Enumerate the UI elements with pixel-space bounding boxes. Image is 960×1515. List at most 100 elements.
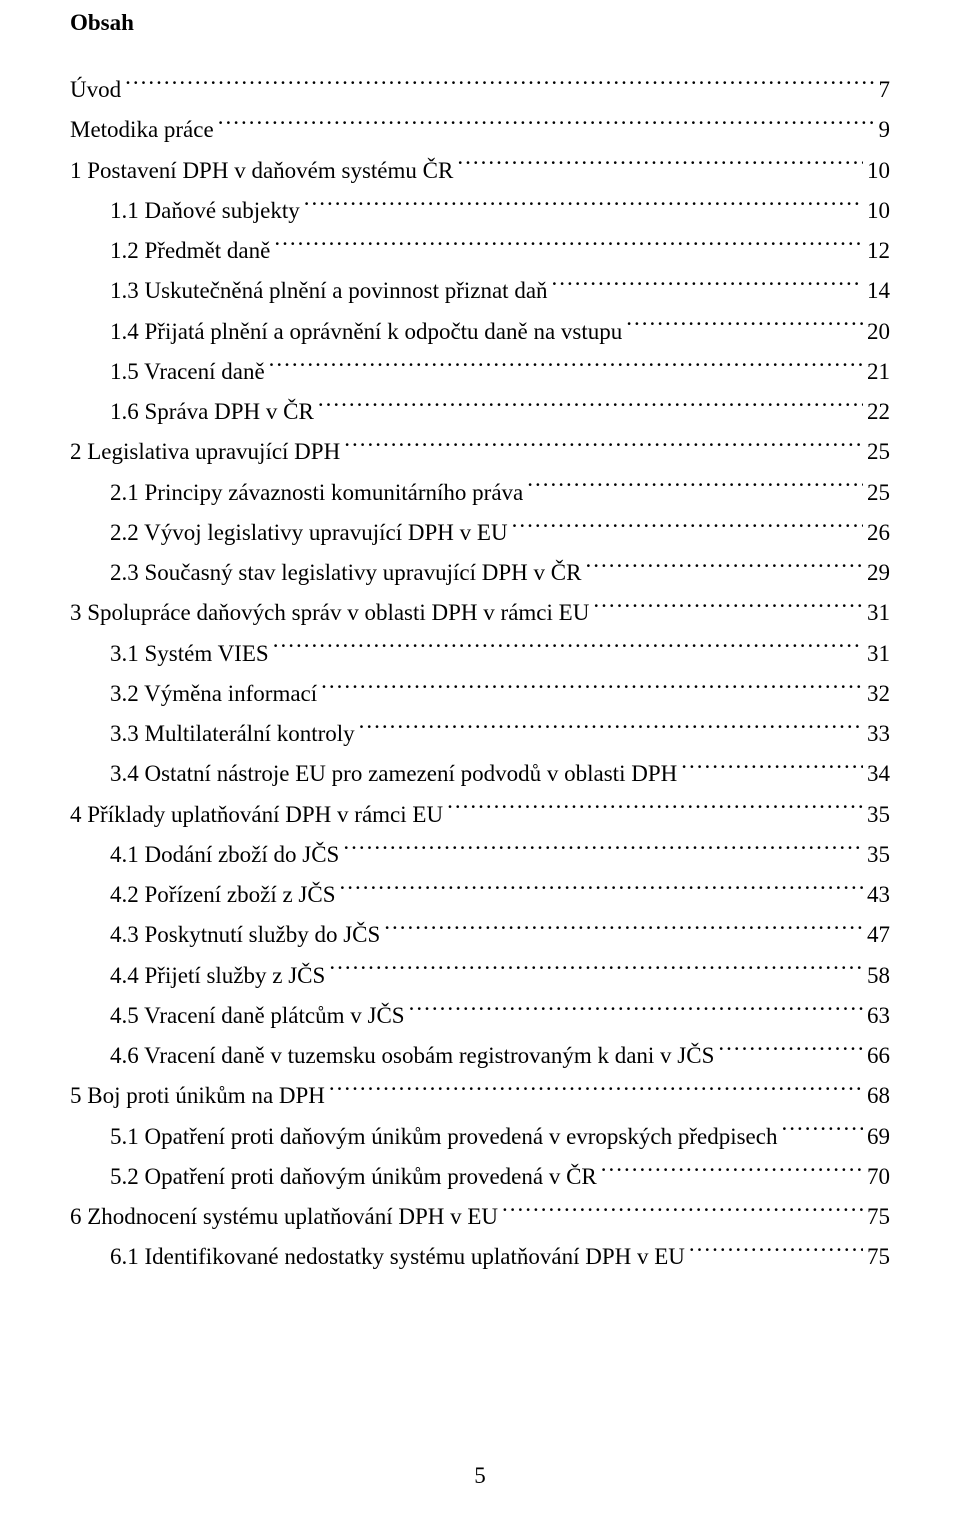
toc-entry-page: 9 (879, 110, 891, 150)
toc-entry: 1.2 Předmět daně 12 (70, 231, 890, 271)
toc-entry-page: 31 (867, 634, 890, 674)
toc-entry-page: 43 (867, 875, 890, 915)
toc-entry-page: 12 (867, 231, 890, 271)
toc-entry-page: 68 (867, 1076, 890, 1116)
toc-entry-label: 3 Spolupráce daňových správ v oblasti DP… (70, 593, 589, 633)
toc-entry-page: 75 (867, 1237, 890, 1277)
toc-entry: 6 Zhodnocení systému uplatňování DPH v E… (70, 1197, 890, 1237)
toc-entry-label: 2.3 Současný stav legislativy upravující… (110, 553, 581, 593)
toc-entry-label: 5.1 Opatření proti daňovým únikům proved… (110, 1117, 777, 1157)
toc-entry-label: 1.3 Uskutečněná plnění a povinnost přizn… (110, 271, 548, 311)
toc-entry-page: 20 (867, 312, 890, 352)
toc-entry-page: 10 (867, 151, 890, 191)
toc-entry-label: 1.2 Předmět daně (110, 231, 270, 271)
toc-leader-dots (593, 595, 863, 620)
toc-leader-dots (340, 877, 864, 902)
toc-entry-label: 4.6 Vracení daně v tuzemsku osobám regis… (110, 1036, 714, 1076)
toc-entry-label: 4.4 Přijetí služby z JČS (110, 956, 325, 996)
toc-entry-label: 5.2 Opatření proti daňovým únikům proved… (110, 1157, 597, 1197)
toc-entry-label: Úvod (70, 70, 121, 110)
toc-leader-dots (447, 796, 863, 821)
toc-entry: 1.5 Vracení daně 21 (70, 352, 890, 392)
toc-entry-page: 21 (867, 352, 890, 392)
toc-entry-page: 10 (867, 191, 890, 231)
toc-leader-dots (273, 635, 863, 660)
toc-entry-page: 25 (867, 473, 890, 513)
toc-entry-label: 6.1 Identifikované nedostatky systému up… (110, 1237, 685, 1277)
toc-entry-label: 1.6 Správa DPH v ČR (110, 392, 314, 432)
toc-leader-dots (318, 394, 863, 419)
toc-entry: 1 Postavení DPH v daňovém systému ČR 10 (70, 151, 890, 191)
toc-entry: 1.4 Přijatá plnění a oprávnění k odpočtu… (70, 312, 890, 352)
toc-entry-label: 3.4 Ostatní nástroje EU pro zamezení pod… (110, 754, 677, 794)
toc-leader-dots (601, 1158, 863, 1183)
toc-entry-page: 26 (867, 513, 890, 553)
toc-entry: 2.2 Vývoj legislativy upravující DPH v E… (70, 513, 890, 553)
toc-entry: 5.2 Opatření proti daňovým únikům proved… (70, 1157, 890, 1197)
toc-entry-label: 4.1 Dodání zboží do JČS (110, 835, 339, 875)
toc-leader-dots (329, 957, 863, 982)
toc-entry: 3.2 Výměna informací 32 (70, 674, 890, 714)
toc-entry-label: 2 Legislativa upravující DPH (70, 432, 340, 472)
toc-leader-dots (409, 997, 863, 1022)
toc-entry-page: 47 (867, 915, 890, 955)
toc-entry-label: 3.3 Multilaterální kontroly (110, 714, 355, 754)
toc-entry-page: 66 (867, 1036, 890, 1076)
toc-entry: 4.1 Dodání zboží do JČS 35 (70, 835, 890, 875)
toc-entry-page: 22 (867, 392, 890, 432)
toc-entry-page: 35 (867, 795, 890, 835)
toc-entry-label: 1.5 Vracení daně (110, 352, 265, 392)
toc-leader-dots (527, 474, 863, 499)
toc-leader-dots (689, 1239, 863, 1264)
toc-leader-dots (359, 716, 863, 741)
toc-entry: 1.1 Daňové subjekty 10 (70, 191, 890, 231)
toc-entry: Metodika práce 9 (70, 110, 890, 150)
toc-entry-label: 2.2 Vývoj legislativy upravující DPH v E… (110, 513, 508, 553)
toc-leader-dots (125, 72, 874, 97)
toc-entry: 3.3 Multilaterální kontroly 33 (70, 714, 890, 754)
document-page: Obsah Úvod 7Metodika práce 91 Postavení … (0, 0, 960, 1515)
toc-leader-dots (718, 1038, 863, 1063)
toc-leader-dots (274, 233, 863, 258)
toc-container: Úvod 7Metodika práce 91 Postavení DPH v … (70, 70, 890, 1278)
toc-entry-label: 1.1 Daňové subjekty (110, 191, 300, 231)
toc-entry-label: 6 Zhodnocení systému uplatňování DPH v E… (70, 1197, 498, 1237)
toc-entry-page: 31 (867, 593, 890, 633)
toc-entry-page: 58 (867, 956, 890, 996)
toc-leader-dots (384, 917, 863, 942)
toc-entry: 6.1 Identifikované nedostatky systému up… (70, 1237, 890, 1277)
toc-entry: 5 Boj proti únikům na DPH 68 (70, 1076, 890, 1116)
toc-entry-label: 4.2 Pořízení zboží z JČS (110, 875, 336, 915)
toc-leader-dots (781, 1118, 863, 1143)
toc-entry: 1.6 Správa DPH v ČR 22 (70, 392, 890, 432)
toc-leader-dots (512, 514, 863, 539)
toc-entry-page: 70 (867, 1157, 890, 1197)
toc-entry-page: 33 (867, 714, 890, 754)
toc-entry-label: 4.3 Poskytnutí služby do JČS (110, 915, 380, 955)
page-number: 5 (0, 1463, 960, 1489)
toc-entry: 4.4 Přijetí služby z JČS 58 (70, 956, 890, 996)
toc-entry-label: 4 Příklady uplatňování DPH v rámci EU (70, 795, 443, 835)
toc-leader-dots (585, 555, 863, 580)
toc-entry-page: 75 (867, 1197, 890, 1237)
toc-entry: 2 Legislativa upravující DPH 25 (70, 432, 890, 472)
toc-leader-dots (304, 192, 863, 217)
toc-leader-dots (552, 273, 863, 298)
toc-entry-label: 4.5 Vracení daně plátcům v JČS (110, 996, 405, 1036)
toc-entry-label: 1 Postavení DPH v daňovém systému ČR (70, 151, 453, 191)
toc-leader-dots (329, 1078, 863, 1103)
toc-entry: 3.1 Systém VIES 31 (70, 634, 890, 674)
toc-entry-label: 5 Boj proti únikům na DPH (70, 1076, 325, 1116)
toc-entry: 4.3 Poskytnutí služby do JČS 47 (70, 915, 890, 955)
toc-entry-label: Metodika práce (70, 110, 214, 150)
toc-entry-page: 34 (867, 754, 890, 794)
toc-entry: 3.4 Ostatní nástroje EU pro zamezení pod… (70, 754, 890, 794)
toc-leader-dots (269, 353, 863, 378)
toc-title: Obsah (70, 10, 890, 36)
toc-entry: Úvod 7 (70, 70, 890, 110)
toc-entry-page: 14 (867, 271, 890, 311)
toc-leader-dots (502, 1199, 863, 1224)
toc-entry-page: 69 (867, 1117, 890, 1157)
toc-entry: 5.1 Opatření proti daňovým únikům proved… (70, 1117, 890, 1157)
toc-leader-dots (218, 112, 875, 137)
